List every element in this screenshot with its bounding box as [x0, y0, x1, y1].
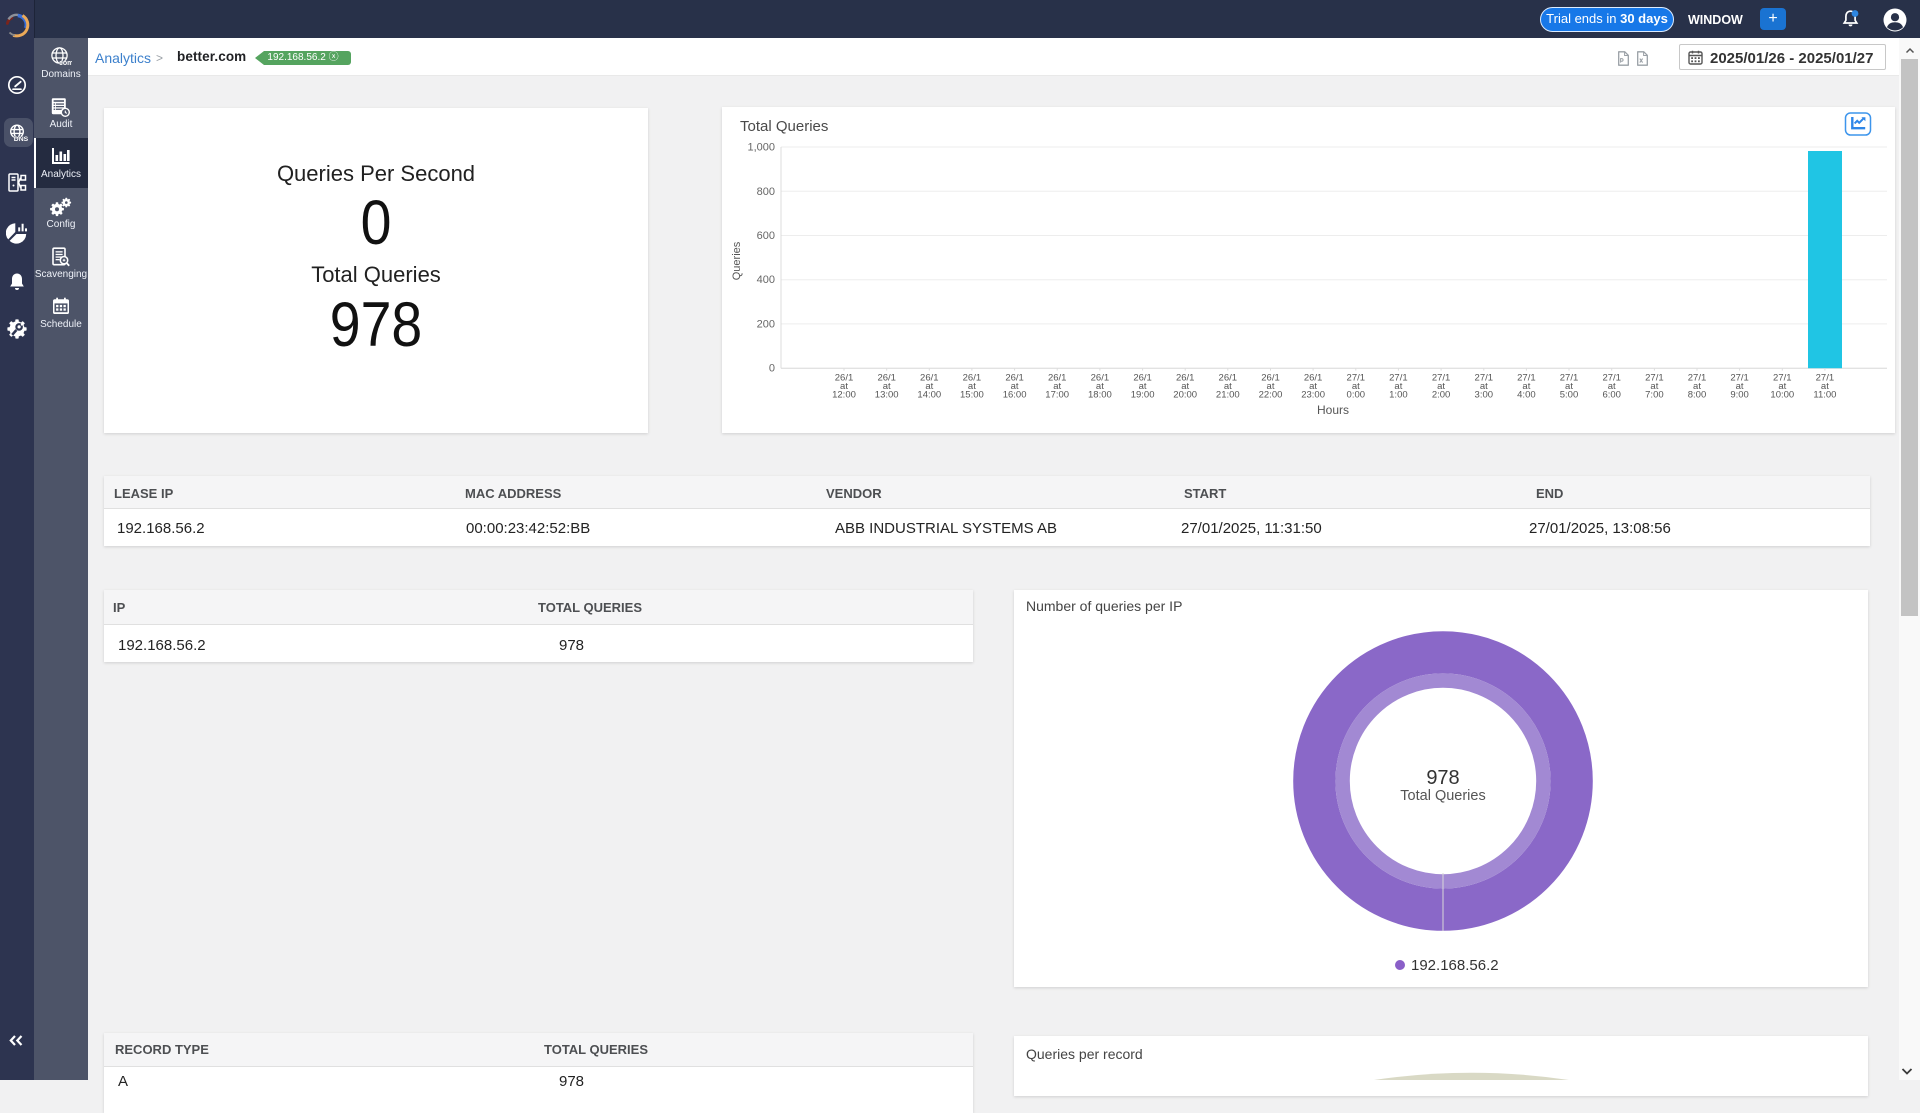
svg-text:26/1: 26/1	[835, 373, 854, 384]
svg-text:1,000: 1,000	[747, 142, 775, 154]
svg-text:at: at	[1309, 381, 1317, 392]
svg-text:com: com	[59, 60, 72, 66]
svg-text:14:00: 14:00	[917, 390, 941, 401]
svg-text:Queries: Queries	[731, 241, 743, 280]
svg-text:at: at	[1608, 381, 1616, 392]
svg-text:19:00: 19:00	[1131, 390, 1155, 401]
svg-text:at: at	[1778, 381, 1786, 392]
svg-text:26/1: 26/1	[877, 373, 896, 384]
svg-text:at: at	[1394, 381, 1402, 392]
svg-text:26/1: 26/1	[1261, 373, 1280, 384]
svg-text:20:00: 20:00	[1173, 390, 1197, 401]
svg-text:at: at	[1437, 381, 1445, 392]
svg-text:Number of queries per IP: Number of queries per IP	[1026, 598, 1182, 614]
svg-text:at: at	[840, 381, 848, 392]
svg-text:10:00: 10:00	[1770, 390, 1794, 401]
svg-text:2:00: 2:00	[1432, 390, 1451, 401]
svg-text:at: at	[1821, 381, 1829, 392]
svg-text:26/1: 26/1	[1304, 373, 1323, 384]
svg-text:22:00: 22:00	[1259, 390, 1283, 401]
svg-text:27/1: 27/1	[1432, 373, 1451, 384]
svg-text:27/1: 27/1	[1773, 373, 1792, 384]
svg-text:at: at	[883, 381, 891, 392]
svg-text:27/1: 27/1	[1517, 373, 1536, 384]
svg-text:at: at	[1736, 381, 1744, 392]
svg-text:at: at	[968, 381, 976, 392]
svg-text:27/1: 27/1	[1389, 373, 1408, 384]
svg-text:16:00: 16:00	[1003, 390, 1027, 401]
svg-text:at: at	[925, 381, 933, 392]
svg-text:Hours: Hours	[1317, 403, 1349, 417]
svg-text:1:00: 1:00	[1389, 390, 1408, 401]
svg-text:26/1: 26/1	[1005, 373, 1024, 384]
svg-text:Total Queries: Total Queries	[1400, 788, 1485, 804]
svg-text:DNS: DNS	[14, 136, 29, 143]
svg-text:at: at	[1224, 381, 1232, 392]
svg-text:978: 978	[1426, 767, 1459, 789]
svg-text:600: 600	[757, 230, 775, 242]
svg-text:at: at	[1139, 381, 1147, 392]
svg-text:27/1: 27/1	[1475, 373, 1494, 384]
svg-text:12:00: 12:00	[832, 390, 856, 401]
svg-text:0: 0	[769, 363, 775, 375]
svg-text:at: at	[1011, 381, 1019, 392]
svg-text:27/1: 27/1	[1560, 373, 1579, 384]
svg-text:4:00: 4:00	[1517, 390, 1536, 401]
svg-text:11:00: 11:00	[1813, 390, 1836, 401]
svg-text:26/1: 26/1	[920, 373, 939, 384]
svg-text:200: 200	[757, 318, 775, 330]
svg-text:27/1: 27/1	[1645, 373, 1664, 384]
svg-text:at: at	[1693, 381, 1701, 392]
svg-text:at: at	[1352, 381, 1360, 392]
svg-text:at: at	[1650, 381, 1658, 392]
svg-text:at: at	[1053, 381, 1061, 392]
svg-text:192.168.56.2: 192.168.56.2	[1411, 957, 1499, 974]
svg-text:26/1: 26/1	[1091, 373, 1110, 384]
svg-text:at: at	[1267, 381, 1275, 392]
svg-text:26/1: 26/1	[1048, 373, 1067, 384]
svg-text:21:00: 21:00	[1216, 390, 1240, 401]
svg-text:27/1: 27/1	[1816, 373, 1835, 384]
svg-text:27/1: 27/1	[1688, 373, 1707, 384]
svg-text:Total Queries: Total Queries	[740, 118, 828, 135]
svg-text:26/1: 26/1	[1219, 373, 1238, 384]
svg-text:27/1: 27/1	[1347, 373, 1366, 384]
svg-text:800: 800	[757, 186, 775, 198]
svg-text:at: at	[1181, 381, 1189, 392]
svg-text:at: at	[1565, 381, 1573, 392]
svg-text:13:00: 13:00	[875, 390, 899, 401]
svg-text:0:00: 0:00	[1347, 390, 1366, 401]
svg-text:400: 400	[757, 274, 775, 286]
svg-text:6:00: 6:00	[1602, 390, 1621, 401]
svg-text:at: at	[1522, 381, 1530, 392]
svg-text:3:00: 3:00	[1475, 390, 1494, 401]
svg-text:8:00: 8:00	[1688, 390, 1707, 401]
svg-text:27/1: 27/1	[1602, 373, 1621, 384]
svg-text:23:00: 23:00	[1301, 390, 1325, 401]
svg-text:at: at	[1096, 381, 1104, 392]
svg-text:26/1: 26/1	[963, 373, 982, 384]
svg-text:7:00: 7:00	[1645, 390, 1664, 401]
svg-text:17:00: 17:00	[1045, 390, 1069, 401]
svg-text:5:00: 5:00	[1560, 390, 1579, 401]
svg-text:27/1: 27/1	[1730, 373, 1749, 384]
svg-text:15:00: 15:00	[960, 390, 984, 401]
svg-text:9:00: 9:00	[1730, 390, 1749, 401]
svg-text:at: at	[1480, 381, 1488, 392]
svg-text:18:00: 18:00	[1088, 390, 1112, 401]
svg-text:26/1: 26/1	[1176, 373, 1195, 384]
svg-text:26/1: 26/1	[1133, 373, 1152, 384]
